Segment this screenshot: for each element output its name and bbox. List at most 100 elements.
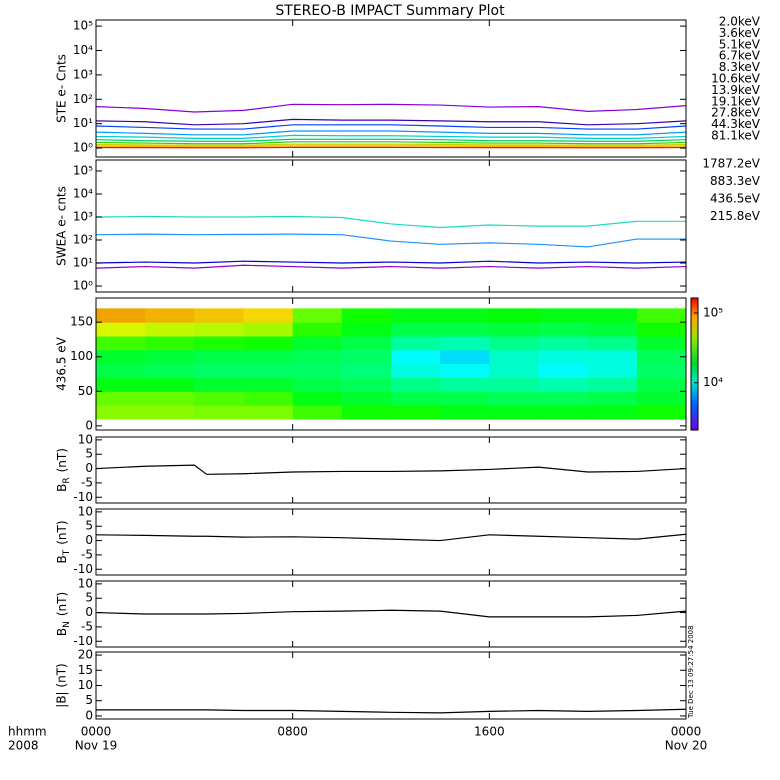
heatmap-cell [636, 322, 686, 337]
heatmap-cell [292, 363, 343, 378]
series-line [96, 260, 686, 264]
heatmap-cell [243, 405, 294, 420]
heatmap-cell [440, 336, 490, 351]
y-tick-label: 10² [73, 233, 93, 247]
heatmap-cell [636, 377, 686, 392]
y-tick-label: 10³ [73, 67, 93, 81]
series-line [96, 233, 686, 248]
heatmap-cell [489, 308, 539, 323]
heatmap-cell [145, 308, 195, 323]
y-tick-label: 0 [85, 533, 93, 547]
y-tick-label: -10 [73, 634, 93, 648]
legend-entry: 5.1keV [719, 37, 761, 51]
heatmap-cell [538, 405, 589, 420]
y-tick-label: 10¹ [73, 116, 93, 130]
y-tick-label: 10⁴ [73, 43, 93, 57]
heatmap-cell [538, 363, 589, 378]
heatmap-cell [636, 336, 686, 351]
heatmap-cell [636, 363, 686, 378]
heatmap-cell [489, 363, 539, 378]
heatmap-cell [636, 405, 686, 420]
x-date-label: Nov 19 [75, 739, 118, 753]
y-tick-label: 20 [78, 648, 93, 662]
panel-frame [95, 508, 687, 576]
heatmap-cell [587, 405, 638, 420]
series-line [96, 130, 686, 136]
heatmap-cell [587, 322, 638, 337]
panel-frame [95, 297, 687, 431]
colorbar-tick-label: 10⁵ [703, 305, 723, 319]
heatmap-cell [243, 349, 294, 365]
heatmap-cell [194, 405, 244, 420]
heatmap-cell [96, 377, 146, 392]
heatmap-cell [292, 336, 343, 351]
y-label-sub: R [62, 477, 72, 483]
y-tick-label: -5 [81, 475, 93, 489]
x-tick-label: 0000 [81, 725, 112, 739]
heatmap-cell [145, 405, 195, 420]
series-line [96, 264, 686, 269]
heatmap-cell [341, 349, 392, 365]
heatmap-cell [489, 377, 539, 392]
series-line [96, 124, 686, 130]
heatmap-cell [538, 349, 589, 365]
heatmap-cell [538, 377, 589, 392]
y-tick-label: 5 [85, 447, 93, 461]
series-line [96, 134, 686, 139]
series-line [96, 609, 686, 618]
y-tick-label: 0 [85, 708, 93, 722]
heatmap-cell [587, 391, 638, 406]
y-tick-label: 10 [78, 504, 93, 518]
legend-entry: 3.6keV [719, 26, 761, 40]
y-tick-label: 10⁴ [73, 186, 93, 200]
legend-entry: 27.8keV [711, 106, 761, 120]
heatmap-cell [243, 391, 294, 406]
heatmap-cell [292, 349, 343, 365]
heatmap-cell [538, 336, 589, 351]
series-line [96, 464, 686, 475]
heatmap-cell [194, 377, 244, 392]
heatmap-cell [341, 336, 392, 351]
y-label-unit: (nT) [55, 592, 69, 616]
heatmap-cell [96, 322, 146, 337]
y-tick-label: 0 [85, 418, 93, 432]
y-tick-label: -5 [81, 619, 93, 633]
heatmap-cell [587, 336, 638, 351]
heatmap-cell [538, 308, 589, 323]
y-tick-label: 5 [85, 519, 93, 533]
y-tick-label: 10² [73, 92, 93, 106]
y-tick-label: 10 [78, 576, 93, 590]
y-tick-label: 10⁵ [73, 163, 93, 177]
heatmap-cell [341, 391, 392, 406]
heatmap-cell [489, 349, 539, 365]
series-line [96, 143, 686, 146]
panel-data [96, 708, 686, 714]
y-tick-label: 10¹ [73, 256, 93, 270]
heatmap-cell [587, 363, 638, 378]
y-axis-label: BT (nT) [55, 520, 72, 563]
heatmap-cell [341, 405, 392, 420]
heatmap-cell [243, 322, 294, 337]
y-label-unit: (nT) [55, 448, 69, 472]
heatmap-cell [391, 363, 441, 378]
panel-frame [95, 580, 687, 648]
legend-entry: 2.0keV [719, 15, 761, 29]
heatmap-cell [636, 308, 686, 323]
series-line [96, 118, 686, 126]
heatmap-cell [194, 363, 244, 378]
panel-data [96, 215, 686, 269]
timestamp: Tue Dec 13 09:27:54 2008 [687, 625, 695, 719]
heatmap-cell [440, 405, 490, 420]
x-date-label: Nov 20 [665, 739, 708, 753]
legend-entry: 44.3keV [711, 117, 761, 131]
heatmap-cell [636, 391, 686, 406]
heatmap-cell [391, 308, 441, 323]
y-tick-label: 150 [70, 315, 93, 329]
heatmap-cell [194, 391, 244, 406]
heatmap-cell [391, 377, 441, 392]
y-label-base: B [55, 555, 69, 563]
y-label-sub: T [62, 549, 72, 556]
heatmap-cell [391, 322, 441, 337]
y-tick-label: 10⁵ [73, 19, 93, 33]
